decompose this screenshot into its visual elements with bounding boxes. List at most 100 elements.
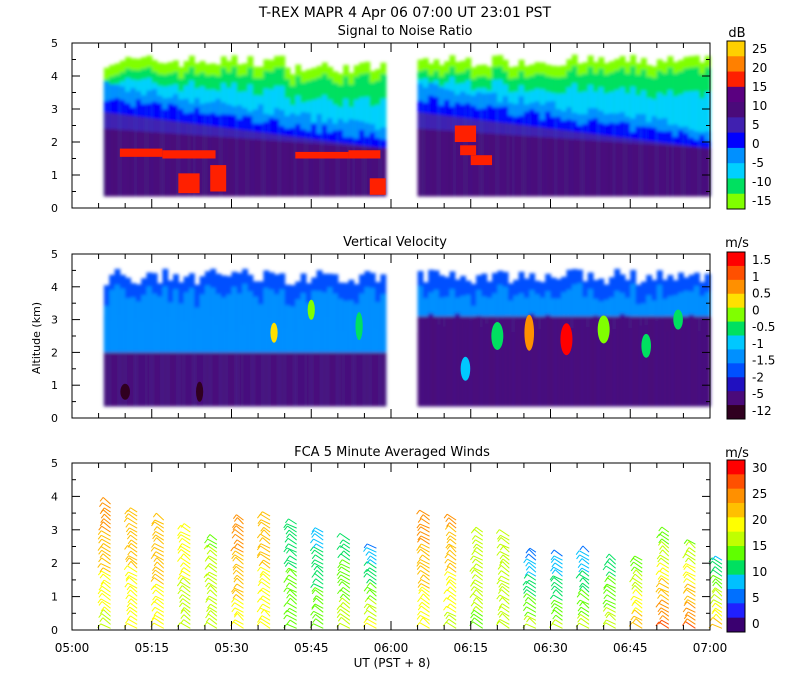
wind-barb-flag [124,571,129,577]
velocity-cell [454,316,461,407]
colorbar-tick-label: -5 [752,156,764,170]
wind-barb [234,602,244,609]
snr-cell [114,129,121,197]
wind-barb [102,496,111,505]
wind-barb [714,566,723,573]
wind-barb-flag [340,550,345,556]
wind-barb [315,543,324,549]
wind-barb [101,592,111,601]
colorbar-tick-label: 20 [752,61,767,75]
wind-barb-flag [124,513,129,518]
wind-barb-flag [522,606,527,612]
wind-barb [101,585,111,593]
wind-barb-flag [497,534,501,540]
winds-colorbar: 30 25 20 15 10 5 0 [726,459,767,633]
wind-barb-flag [231,607,236,613]
wind-barb-flag [659,567,663,573]
snr-cell [103,128,110,197]
wind-barb-flag [655,582,660,588]
wind-barb-flag [98,538,103,544]
wind-barb-flag [177,534,182,539]
velocity-cell [327,352,334,407]
wind-barb [712,617,723,625]
wind-barb [182,594,191,601]
y-tick-label: 1 [51,591,58,604]
wind-barb-flag [579,601,583,607]
wind-barb [286,587,297,593]
wind-barb [447,571,457,577]
wind-barb-flag [551,619,556,625]
wind-barb-flag [363,622,367,628]
wind-barb [687,599,696,605]
wind-barb [500,606,510,613]
wind-barb-flag [256,533,261,539]
wind-barb [449,579,457,585]
colorbar-tick-label: 10 [752,99,767,113]
wind-barb-flag [231,619,236,625]
wind-barb [446,589,457,597]
wind-barb [209,589,218,597]
snr-cell [555,138,562,197]
wind-barb-flag [286,589,291,595]
wind-barb [658,602,670,609]
wind-barb [634,601,643,609]
wind-barb-flag [126,585,131,591]
velocity-cell [598,316,605,407]
wind-barb [128,575,138,581]
wind-barb-flag [710,594,715,599]
wind-barb-flag [602,565,607,571]
velocity-cell [624,316,631,407]
wind-barb [475,606,484,613]
velocity-cell [433,316,440,407]
wind-barb-flag [603,585,608,590]
wind-barb [155,551,164,557]
wind-barb [581,570,590,577]
wind-barb-flag [496,594,501,600]
velocity-cell [688,316,695,407]
wind-barb-flag [577,589,582,594]
wind-barb [260,519,271,525]
wind-barb [662,615,670,621]
snr-cell [699,147,706,197]
wind-barb [660,557,670,565]
snr-cell [125,130,132,197]
snr-cell [470,155,493,166]
wind-barb [366,609,377,617]
wind-barb-flag [473,547,478,552]
velocity-cell [321,352,328,407]
wind-barb-flag [232,556,237,562]
wind-barb [713,599,723,605]
wind-barb [289,607,297,613]
wind-barb [554,609,563,617]
wind-barb-flag [311,554,316,560]
wind-barb-flag [472,597,477,602]
wind-barb-flag [659,549,663,555]
wind-barb-flag [126,602,131,608]
velocity-cell [226,352,233,407]
wind-barb [634,581,643,589]
wind-barb-flag [366,567,370,573]
velocity-cell [343,352,350,407]
wind-barb [419,622,430,629]
colorbar-bin [727,546,745,561]
wind-barb [207,556,218,565]
wind-barb [102,521,111,529]
wind-barb [339,613,351,621]
wind-barb [289,589,298,597]
wind-barb [554,585,563,593]
velocity-cell [173,352,179,407]
wind-barb [155,589,165,597]
wind-barb [342,593,351,601]
wind-barb-flag [100,581,104,587]
snr-cell [449,130,456,197]
wind-barb [661,541,670,549]
wind-barb-flag [522,623,527,629]
colorbar-frame [726,251,746,420]
wind-barb-flag [443,605,447,611]
wind-barb [686,587,696,593]
wind-barb [101,570,111,577]
colorbar-bin [727,349,745,364]
wind-barb-flag [204,538,208,544]
wind-barb-flag [232,514,237,519]
wind-barb-flag [123,517,128,523]
